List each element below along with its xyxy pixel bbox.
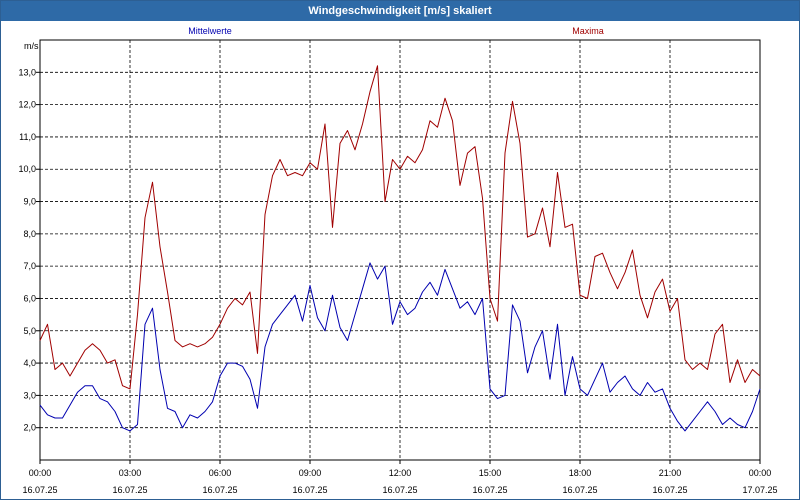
x-tick-date-label: 16.07.25 — [202, 485, 237, 495]
y-tick-label: 4,0 — [23, 358, 36, 368]
x-tick-time-label: 06:00 — [209, 468, 232, 478]
x-tick-date-label: 17.07.25 — [742, 485, 777, 495]
x-tick-time-label: 00:00 — [749, 468, 772, 478]
x-tick-date-label: 16.07.25 — [112, 485, 147, 495]
x-tick-time-label: 09:00 — [299, 468, 322, 478]
series-line-maxima — [39, 65, 761, 390]
y-tick-label: 5,0 — [23, 326, 36, 336]
y-tick-label: 12,0 — [18, 100, 36, 110]
y-tick-label: 8,0 — [23, 229, 36, 239]
window-title: Windgeschwindigkeit [m/s] skaliert — [1, 1, 799, 21]
y-tick-label: 6,0 — [23, 293, 36, 303]
x-tick-time-label: 12:00 — [389, 468, 412, 478]
y-tick-label: 3,0 — [23, 390, 36, 400]
x-tick-date-label: 16.07.25 — [652, 485, 687, 495]
y-axis-unit-label: m/s — [24, 41, 39, 51]
legend-mittelwerte: Mittelwerte — [188, 26, 232, 36]
x-tick-time-label: 21:00 — [659, 468, 682, 478]
x-axis-ticks: 00:00 16.07.25 03:00 16.07.25 06:00 16.07.25 0… — [22, 460, 778, 495]
x-tick-date-label: 16.07.25 — [562, 485, 597, 495]
series-line-mittelwerte — [39, 262, 761, 432]
x-tick-time-label: 00:00 — [29, 468, 52, 478]
x-tick-date-label: 16.07.25 — [382, 485, 417, 495]
series-lines — [39, 65, 761, 432]
x-tick-time-label: 03:00 — [119, 468, 142, 478]
x-tick-date-label: 16.07.25 — [292, 485, 327, 495]
legend-maxima: Maxima — [572, 26, 604, 36]
x-tick-date-label: 16.07.25 — [22, 485, 57, 495]
y-tick-label: 11,0 — [19, 132, 36, 142]
y-axis-ticks: 2,0 3,0 4,0 5,0 6,0 7,0 8,0 9,0 10,0 11,0 12,0 13,0 — [18, 67, 40, 433]
x-tick-time-label: 18:00 — [569, 468, 592, 478]
y-tick-label: 7,0 — [23, 261, 36, 271]
y-tick-label: 13,0 — [18, 67, 36, 77]
y-tick-label: 9,0 — [23, 197, 36, 207]
x-tick-time-label: 15:00 — [479, 468, 502, 478]
y-tick-label: 10,0 — [18, 164, 36, 174]
y-tick-label: 2,0 — [23, 423, 36, 433]
x-tick-date-label: 16.07.25 — [472, 485, 507, 495]
